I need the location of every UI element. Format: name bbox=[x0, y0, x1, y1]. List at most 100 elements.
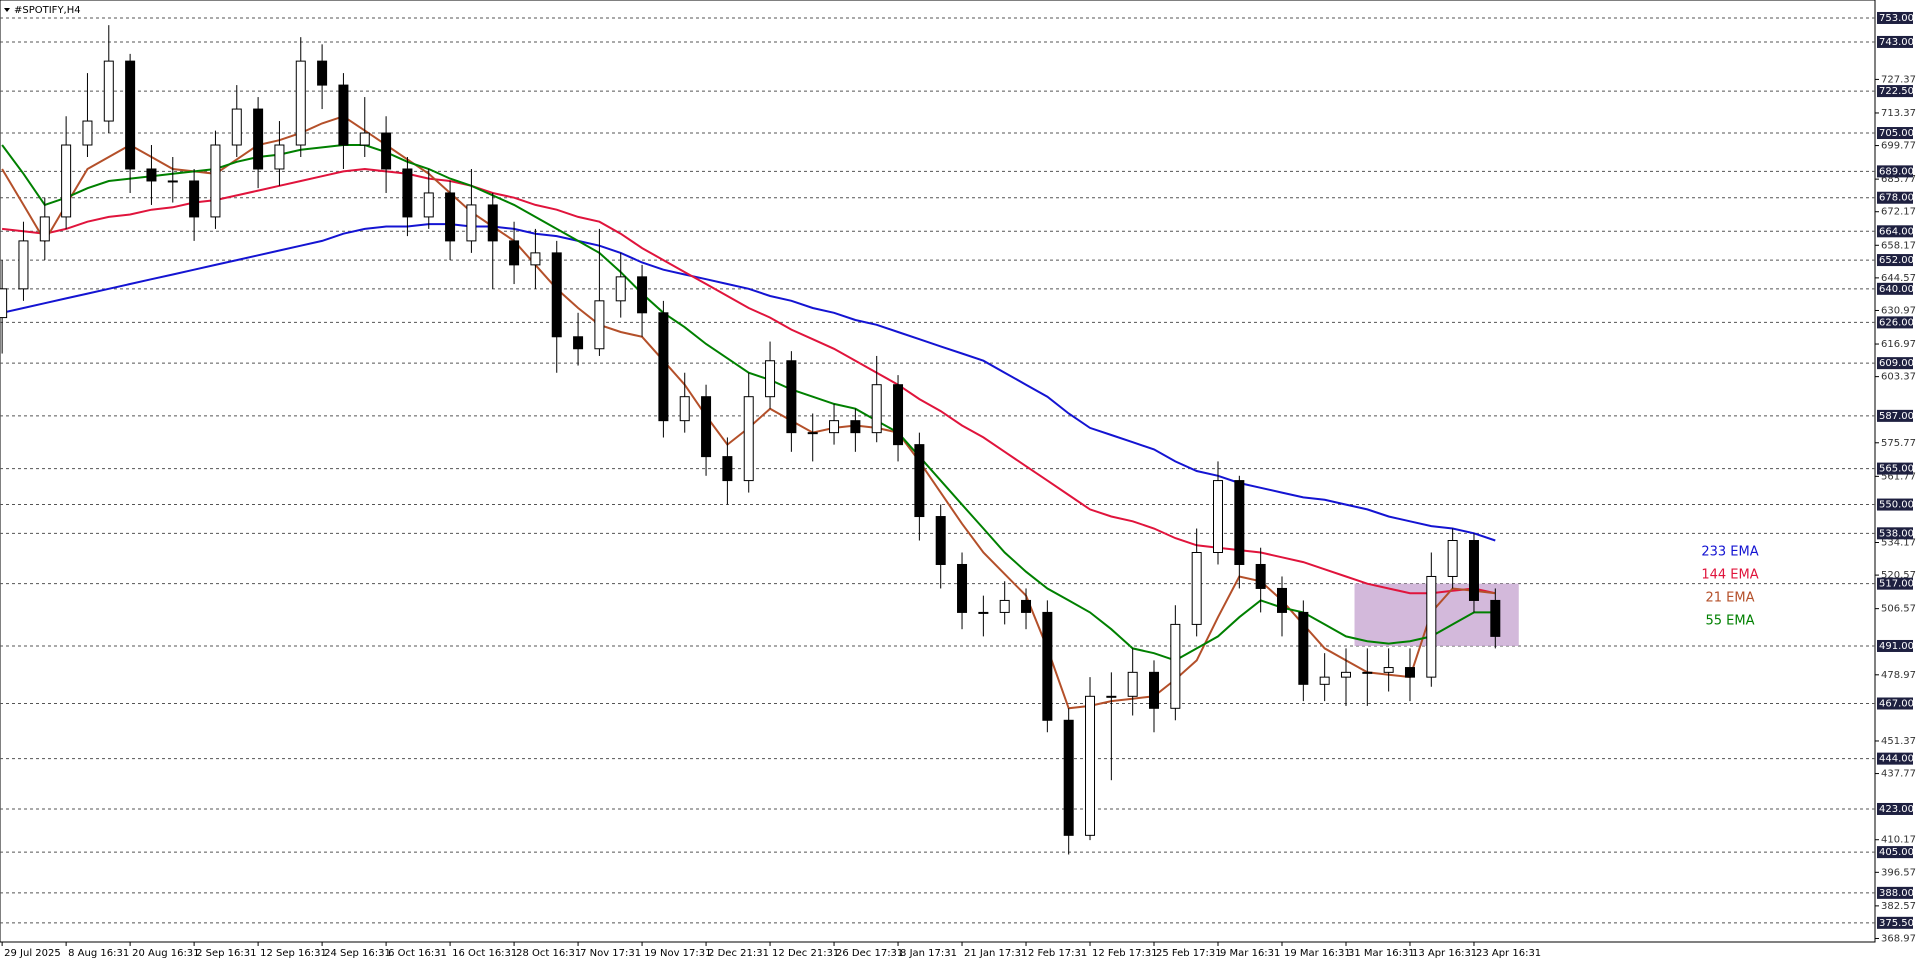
x-tick-label: 21 Jan 17:31 bbox=[964, 948, 1027, 959]
x-tick-label: 12 Feb 17:31 bbox=[1092, 948, 1158, 959]
y-tick-label: 658.17 bbox=[1881, 240, 1916, 251]
y-tick-label: 561.77 bbox=[1881, 471, 1916, 482]
candle-body bbox=[61, 144, 72, 218]
candle-body bbox=[871, 384, 882, 434]
candle-body bbox=[722, 456, 733, 482]
level-label: 538.00 bbox=[1879, 528, 1914, 539]
candle-body bbox=[445, 192, 456, 242]
x-tick-label: 25 Feb 17:31 bbox=[1156, 948, 1222, 959]
level-label: 550.00 bbox=[1879, 500, 1914, 511]
candle-body bbox=[594, 300, 605, 350]
candle-body bbox=[978, 611, 989, 614]
candle-body bbox=[231, 108, 242, 146]
y-tick-label: 382.57 bbox=[1881, 901, 1916, 912]
level-label-box bbox=[1877, 916, 1913, 929]
candle-body bbox=[1362, 671, 1373, 674]
candle-body bbox=[1149, 671, 1160, 709]
level-label-box bbox=[1877, 752, 1913, 765]
candle-body bbox=[1085, 695, 1096, 836]
menu-arrow[interactable] bbox=[4, 8, 10, 12]
level-label-box bbox=[1877, 85, 1913, 98]
candle-body bbox=[1468, 540, 1479, 601]
x-tick-label: 8 Aug 16:31 bbox=[68, 948, 129, 959]
y-tick-label: 644.57 bbox=[1881, 273, 1916, 284]
candle-body bbox=[615, 276, 626, 302]
candle-body bbox=[381, 132, 392, 170]
level-label-box bbox=[1877, 225, 1913, 238]
x-tick-label: 19 Mar 16:31 bbox=[1284, 948, 1351, 959]
candle-body bbox=[765, 360, 776, 398]
level-label: 609.00 bbox=[1879, 358, 1914, 369]
level-label-box bbox=[1877, 462, 1913, 475]
level-label: 565.00 bbox=[1879, 464, 1914, 475]
candle-body bbox=[701, 396, 712, 458]
level-label-box bbox=[1877, 165, 1913, 178]
candle-body bbox=[957, 563, 968, 613]
level-label-box bbox=[1877, 527, 1913, 540]
candle-body bbox=[1490, 599, 1501, 637]
y-tick-label: 727.37 bbox=[1881, 74, 1916, 85]
candle-body bbox=[1106, 695, 1117, 698]
level-label: 375.50 bbox=[1879, 918, 1914, 929]
candle-body bbox=[850, 420, 861, 434]
candle-body bbox=[487, 204, 498, 242]
candle-body bbox=[637, 276, 648, 314]
candle-body bbox=[1383, 667, 1394, 673]
candle-body bbox=[125, 60, 136, 170]
candle-body bbox=[1234, 480, 1245, 565]
y-tick-label: 437.77 bbox=[1881, 769, 1916, 780]
candle-body bbox=[253, 108, 264, 170]
y-tick-label: 451.37 bbox=[1881, 736, 1916, 747]
candle-body bbox=[1340, 671, 1351, 678]
x-tick-label: 9 Mar 16:31 bbox=[1220, 948, 1280, 959]
candle-body bbox=[18, 240, 29, 290]
level-label: 743.00 bbox=[1879, 37, 1914, 48]
candle-body bbox=[551, 252, 562, 338]
candle-body bbox=[1319, 676, 1330, 685]
level-label: 640.00 bbox=[1879, 284, 1914, 295]
x-tick-label: 26 Dec 17:31 bbox=[836, 948, 903, 959]
candle-body bbox=[1127, 671, 1138, 697]
candle-body bbox=[167, 180, 178, 183]
candle-body bbox=[1255, 563, 1266, 589]
x-tick-label: 7 Nov 17:31 bbox=[580, 948, 641, 959]
level-label-box bbox=[1877, 802, 1913, 815]
level-label: 405.00 bbox=[1879, 847, 1914, 858]
y-tick-label: 713.37 bbox=[1881, 108, 1916, 119]
y-tick-label: 506.57 bbox=[1881, 604, 1916, 615]
y-tick-label: 478.97 bbox=[1881, 670, 1916, 681]
candle-body bbox=[1447, 540, 1458, 577]
x-tick-label: 12 Dec 21:31 bbox=[772, 948, 839, 959]
level-label: 664.00 bbox=[1879, 226, 1914, 237]
x-tick-label: 23 Apr 16:31 bbox=[1476, 948, 1541, 959]
level-label-box bbox=[1877, 35, 1913, 48]
candle-body bbox=[338, 84, 349, 146]
y-tick-label: 616.97 bbox=[1881, 339, 1916, 350]
y-tick-label: 603.37 bbox=[1881, 372, 1916, 383]
candle-body bbox=[210, 144, 221, 218]
level-label-box bbox=[1877, 697, 1913, 710]
candle-body bbox=[1063, 719, 1074, 836]
candle-body bbox=[146, 168, 157, 182]
candle-body bbox=[807, 432, 818, 435]
level-label-box bbox=[1877, 886, 1913, 899]
candle-body bbox=[1298, 611, 1309, 685]
candle-body bbox=[1404, 667, 1415, 678]
level-label-box bbox=[1877, 357, 1913, 370]
x-tick-label: 12 Sep 16:31 bbox=[260, 948, 327, 959]
level-label-box bbox=[1877, 846, 1913, 859]
y-tick-label: 575.77 bbox=[1881, 438, 1916, 449]
candle-body bbox=[359, 132, 370, 146]
legend-entry: 144 EMA bbox=[1701, 568, 1758, 583]
candle-body bbox=[423, 192, 434, 218]
candle-body bbox=[1170, 623, 1181, 709]
candle-body bbox=[679, 396, 690, 422]
level-label: 753.00 bbox=[1879, 13, 1914, 24]
candle-body bbox=[295, 60, 306, 146]
ema-line bbox=[1, 223, 1496, 542]
candle-body bbox=[274, 144, 285, 170]
candle-body bbox=[743, 396, 754, 482]
level-label-box bbox=[1877, 127, 1913, 140]
level-label: 423.00 bbox=[1879, 804, 1914, 815]
